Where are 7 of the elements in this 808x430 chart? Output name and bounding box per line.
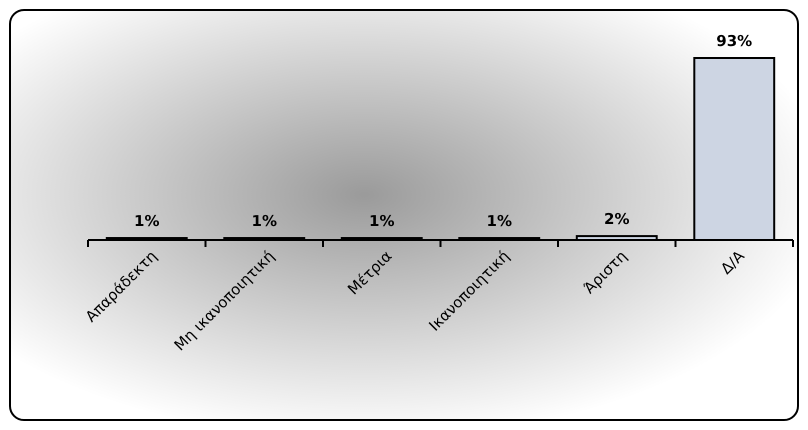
data-label: 93% bbox=[716, 32, 752, 50]
data-label: 1% bbox=[369, 212, 394, 230]
data-label: 1% bbox=[252, 212, 277, 230]
data-label: 1% bbox=[486, 212, 512, 230]
data-label: 2% bbox=[604, 210, 630, 228]
data-label: 1% bbox=[134, 212, 160, 230]
x-tick-label: Δ/Α bbox=[717, 246, 749, 278]
